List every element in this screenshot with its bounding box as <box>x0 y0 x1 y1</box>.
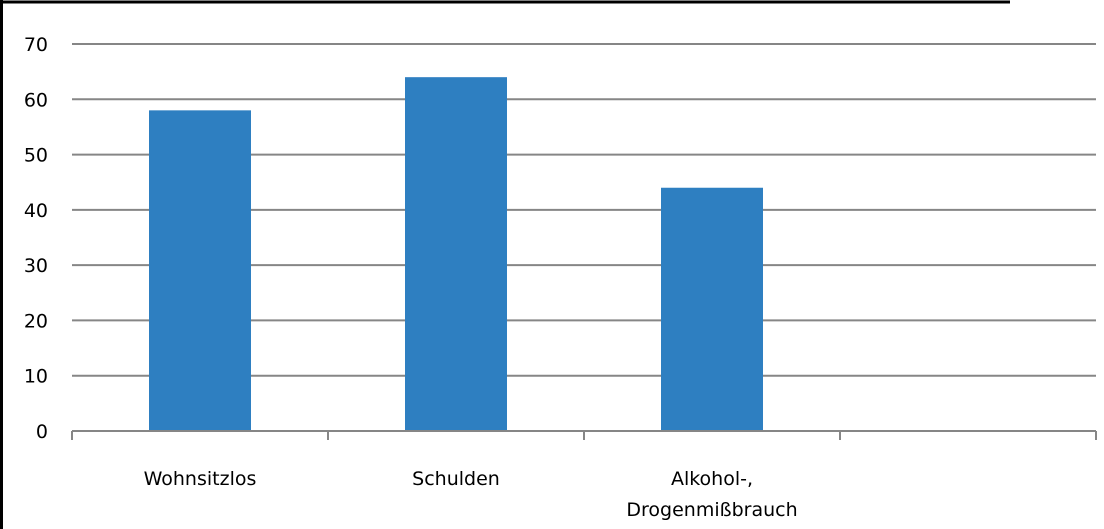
bar <box>661 187 763 431</box>
y-tick-label: 10 <box>24 366 48 388</box>
y-axis-tick-labels: 0 10 20 30 40 50 60 70 <box>24 34 48 443</box>
y-tick-label: 40 <box>24 200 48 222</box>
y-tick-label: 30 <box>24 255 48 277</box>
x-category-label: Alkohol-, Drogenmißbrauch <box>626 468 797 521</box>
y-tick-label: 20 <box>24 310 48 332</box>
y-tick-label: 60 <box>24 89 48 111</box>
y-tick-label: 50 <box>24 145 48 167</box>
y-tick-label: 70 <box>24 34 48 56</box>
x-axis-category-labels: Wohnsitzlos Schulden Alkohol-, Drogenmißbra… <box>144 468 798 521</box>
x-category-label: Schulden <box>412 468 500 490</box>
bars <box>149 77 763 432</box>
chart-frame <box>0 0 1010 529</box>
y-tick-label: 0 <box>36 421 48 443</box>
x-axis <box>71 430 1097 440</box>
bar <box>149 110 251 431</box>
x-category-label: Wohnsitzlos <box>144 468 257 490</box>
bar <box>405 77 507 432</box>
